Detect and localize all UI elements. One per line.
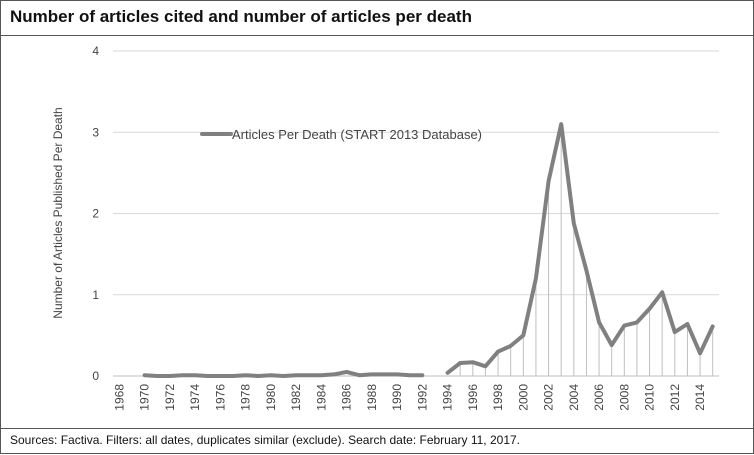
x-tick-labels: 1968 1970 1972 1974 1976 1978 1980 1982 1984 1986… (112, 384, 707, 411)
x-tick-label: 1978 (239, 384, 253, 411)
legend-label: Articles Per Death (START 2013 Database) (232, 127, 482, 142)
series-line (145, 372, 423, 376)
source-note: Sources: Factiva. Filters: all dates, du… (10, 433, 520, 447)
x-tick-label: 2004 (567, 384, 581, 411)
y-tick-labels: 0 1 2 3 4 (92, 44, 99, 383)
series-line (448, 124, 713, 373)
x-tick-label: 1972 (163, 384, 177, 411)
x-tick-label: 1976 (213, 384, 227, 411)
x-tick-label: 1968 (112, 384, 126, 411)
y-tick-label: 1 (92, 288, 99, 302)
y-axis-label: Number of Articles Published Per Death (51, 107, 65, 318)
x-tick-label: 1992 (415, 384, 429, 411)
x-tick-label: 1988 (365, 384, 379, 411)
x-tick-label: 2008 (617, 384, 631, 411)
x-tick-label: 1986 (340, 384, 354, 411)
x-tick-label: 2014 (693, 384, 707, 411)
x-tick-label: 1974 (188, 384, 202, 411)
drop-lines (460, 124, 713, 376)
x-tick-label: 2006 (592, 384, 606, 411)
series-lines (145, 124, 713, 376)
gridlines (113, 51, 719, 376)
y-tick-label: 3 (92, 125, 99, 139)
legend: Articles Per Death (START 2013 Database) (202, 127, 482, 142)
x-tick-label: 1990 (390, 384, 404, 411)
x-tick-label: 1998 (491, 384, 505, 411)
source-divider (1, 428, 753, 429)
y-tick-label: 0 (92, 369, 99, 383)
x-tick-label: 1994 (441, 384, 455, 411)
x-tick-label: 2012 (668, 384, 682, 411)
x-tick-label: 2000 (516, 384, 530, 411)
y-tick-label: 2 (92, 207, 99, 221)
x-tick-label: 2002 (542, 384, 556, 411)
x-tick-label: 2010 (643, 384, 657, 411)
y-tick-label: 4 (92, 44, 99, 58)
x-tick-label: 1980 (264, 384, 278, 411)
x-tick-label: 1984 (314, 384, 328, 411)
x-tick-label: 1996 (466, 384, 480, 411)
x-tick-label: 1970 (138, 384, 152, 411)
x-tick-label: 1982 (289, 384, 303, 411)
